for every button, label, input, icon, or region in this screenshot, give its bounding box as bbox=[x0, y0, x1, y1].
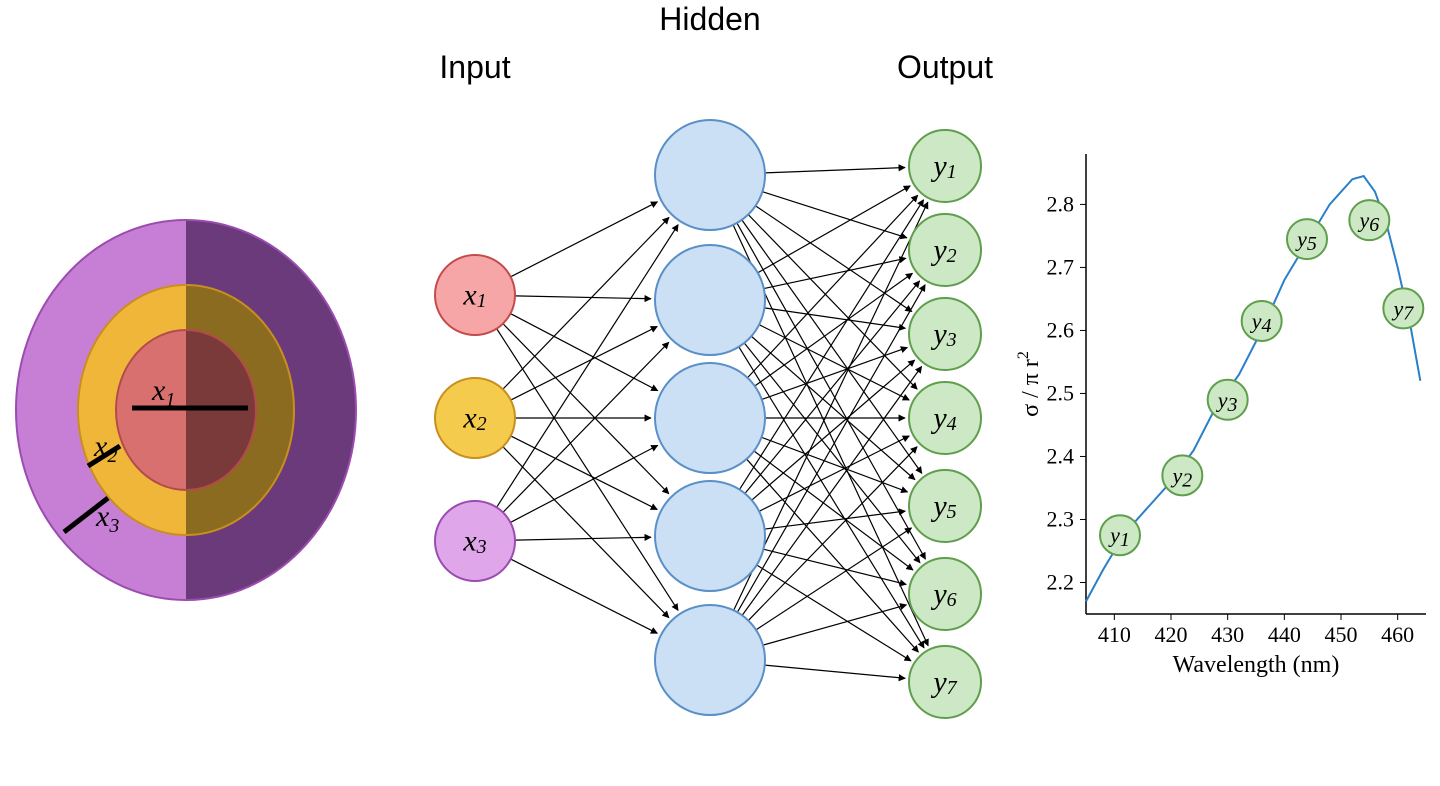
hidden-node-0 bbox=[655, 120, 765, 230]
network-edge bbox=[511, 559, 658, 633]
neural-network: InputHiddenOutputx1x2x3y1y2y3y4y5y6y7 bbox=[435, 1, 993, 718]
network-edge bbox=[744, 343, 920, 563]
chart-xtick-label: 430 bbox=[1211, 622, 1244, 647]
network-edge bbox=[510, 445, 657, 522]
chart-ytick-label: 2.6 bbox=[1047, 317, 1075, 342]
network-edge bbox=[762, 437, 908, 492]
network-edge bbox=[762, 347, 908, 399]
network-edge bbox=[503, 447, 669, 618]
chart-xtick-label: 440 bbox=[1268, 622, 1301, 647]
network-edge bbox=[510, 314, 657, 391]
chart-ytick-label: 2.5 bbox=[1047, 380, 1075, 405]
chart-ytick-label: 2.7 bbox=[1047, 254, 1075, 279]
network-edge bbox=[763, 549, 906, 584]
network-edge bbox=[745, 281, 920, 494]
network-edge bbox=[758, 186, 910, 273]
chart-xtick-label: 460 bbox=[1381, 622, 1414, 647]
chart-ytick-label: 2.3 bbox=[1047, 506, 1075, 531]
label-output: Output bbox=[897, 49, 993, 85]
chart-xtick-label: 420 bbox=[1155, 622, 1188, 647]
network-edge bbox=[752, 360, 915, 500]
network-edge bbox=[739, 200, 923, 490]
chart-ylabel: σ / π r2 bbox=[1015, 351, 1044, 417]
hidden-node-1 bbox=[655, 245, 765, 355]
network-edge bbox=[497, 225, 679, 508]
chart-xtick-label: 450 bbox=[1325, 622, 1358, 647]
network-edge bbox=[747, 459, 919, 652]
label-hidden: Hidden bbox=[659, 1, 760, 37]
figure: x1x2x3InputHiddenOutputx1x2x3y1y2y3y4y5y… bbox=[0, 0, 1440, 786]
hidden-node-4 bbox=[655, 605, 765, 715]
network-edge bbox=[765, 665, 905, 678]
network-edge bbox=[503, 217, 669, 389]
hidden-node-2 bbox=[655, 363, 765, 473]
network-edge bbox=[511, 436, 658, 510]
network-edge bbox=[756, 206, 912, 312]
network-edge bbox=[497, 329, 678, 611]
network-edge bbox=[511, 326, 658, 400]
hidden-node-3 bbox=[655, 481, 765, 591]
chart-xlabel: Wavelength (nm) bbox=[1173, 652, 1340, 678]
chart-ytick-label: 2.8 bbox=[1047, 191, 1075, 216]
network-edge bbox=[765, 168, 905, 173]
chart-xtick-label: 410 bbox=[1098, 622, 1131, 647]
chart-ytick-label: 2.2 bbox=[1047, 569, 1075, 594]
network-edge bbox=[765, 511, 906, 529]
network-edge bbox=[748, 215, 917, 390]
chart-ytick-label: 2.4 bbox=[1047, 443, 1075, 468]
label-input: Input bbox=[439, 49, 510, 85]
network-edge bbox=[511, 202, 658, 277]
network-edge bbox=[764, 308, 905, 328]
network-edge bbox=[515, 537, 651, 540]
layered-sphere: x1x2x3 bbox=[16, 220, 356, 600]
network-edge bbox=[755, 273, 913, 386]
spectrum-chart: 410 420 430 440 450 460 2.2 2.3 2.4 2.5 2.6 2.7 2.8 W… bbox=[1015, 154, 1426, 678]
